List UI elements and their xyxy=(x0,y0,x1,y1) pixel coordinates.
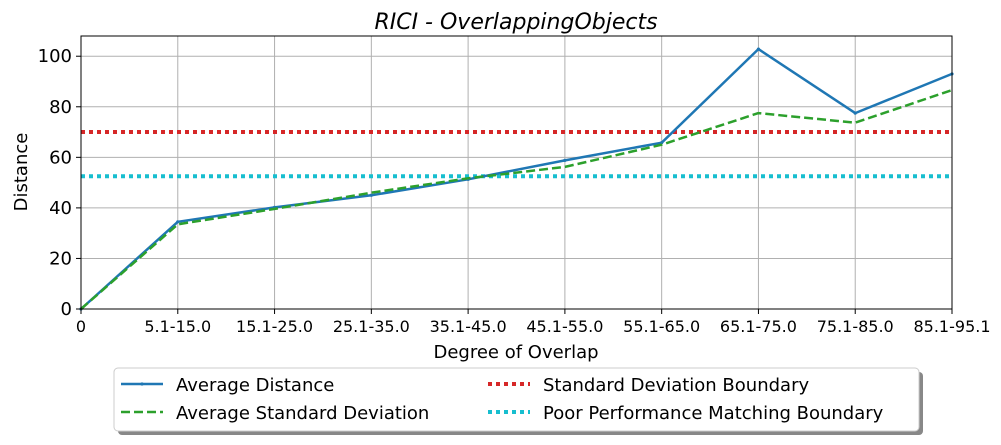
x-axis-ticks: 0 5.1-15.0 15.1-25.0 25.1-35.0 35.1-45.0 45.1… xyxy=(76,309,991,336)
x-tick-label: 35.1-45.0 xyxy=(430,317,507,336)
legend-marker-average-distance xyxy=(140,382,143,385)
data-point-average-distance xyxy=(370,194,373,197)
x-tick-label: 75.1-85.0 xyxy=(817,317,894,336)
y-tick-label: 0 xyxy=(61,299,72,320)
x-tick-label: 25.1-35.0 xyxy=(333,317,410,336)
data-point-average-distance xyxy=(176,220,179,223)
y-tick-label: 80 xyxy=(49,97,72,118)
x-tick-label: 45.1-55.0 xyxy=(526,317,603,336)
x-tick-label: 15.1-25.0 xyxy=(236,317,313,336)
x-tick-label: 5.1-15.0 xyxy=(144,317,211,336)
chart-title: RICI - OverlappingObjects xyxy=(374,10,657,35)
x-tick-label: 65.1-75.0 xyxy=(720,317,797,336)
x-tick-label: 55.1-65.0 xyxy=(623,317,700,336)
y-tick-label: 60 xyxy=(49,147,72,168)
y-axis-label: Distance xyxy=(11,133,32,212)
data-point-average-distance xyxy=(854,111,857,114)
legend-label-standard-deviation-boundary: Standard Deviation Boundary xyxy=(543,375,809,396)
legend-label-poor-performance-matching-boundary: Poor Performance Matching Boundary xyxy=(543,403,884,424)
legend-label-average-standard-deviation: Average Standard Deviation xyxy=(176,403,429,424)
y-tick-label: 40 xyxy=(49,198,72,219)
y-tick-label: 20 xyxy=(49,248,72,269)
data-point-average-distance xyxy=(563,159,566,162)
series-line-average-distance xyxy=(81,49,952,309)
y-tick-label: 100 xyxy=(38,46,72,67)
data-point-average-distance xyxy=(757,48,760,51)
y-axis-ticks: 0 20 40 60 80 100 xyxy=(38,46,81,320)
x-tick-label: 0 xyxy=(76,317,86,336)
series-line-average-standard-deviation xyxy=(81,90,952,309)
legend: Average Distance Average Standard Deviat… xyxy=(114,368,923,435)
series-lines xyxy=(79,48,953,311)
x-tick-label: 85.1-95.1 xyxy=(913,317,990,336)
legend-label-average-distance: Average Distance xyxy=(176,375,334,396)
x-axis-label: Degree of Overlap xyxy=(433,342,598,363)
